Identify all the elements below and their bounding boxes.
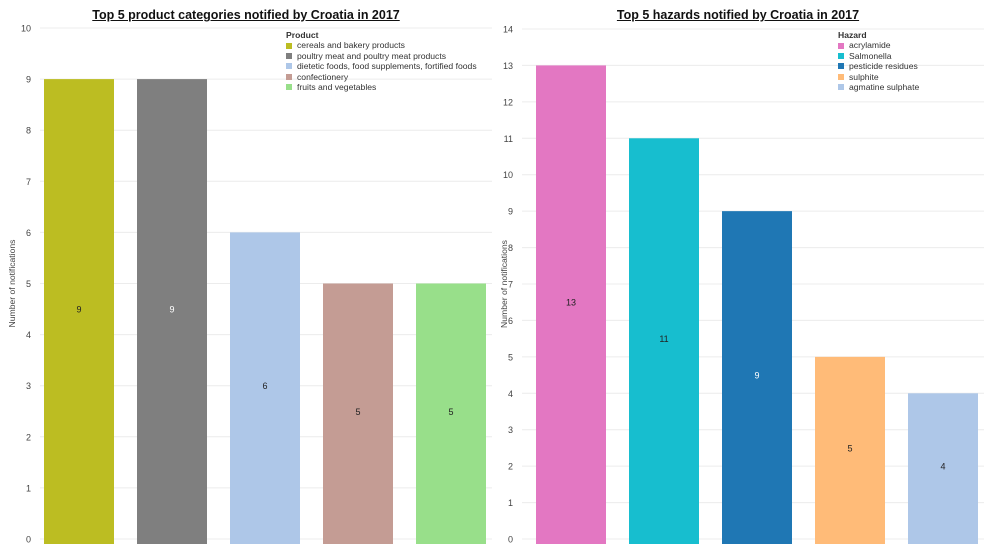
- legend-swatch: [838, 53, 844, 60]
- bar-value-label: 9: [76, 305, 81, 315]
- bar-value-label: 6: [262, 381, 267, 391]
- bar: [722, 211, 792, 544]
- bar: [44, 79, 114, 544]
- legend-label: Salmonella: [849, 50, 892, 61]
- y-tick-label: 3: [26, 381, 31, 391]
- bar-value-label: 5: [448, 407, 453, 417]
- legend-item: sulphite: [838, 72, 919, 82]
- y-tick-label: 1: [26, 483, 31, 493]
- y-axis-label: Number of notifications: [499, 240, 509, 328]
- bar: [908, 393, 978, 544]
- bar: [629, 138, 699, 544]
- bar-value-label: 9: [169, 305, 174, 315]
- legend-title: Hazard: [838, 30, 867, 40]
- bar: [416, 283, 486, 544]
- hazards-chart: Top 5 hazards notified by Croatia in 201…: [492, 0, 984, 544]
- y-tick-label: 5: [508, 352, 513, 362]
- legend-label: confectionery: [297, 71, 349, 82]
- legend-title: Product: [286, 30, 319, 40]
- legend-swatch: [838, 63, 844, 70]
- legend-label: dietetic foods, food supplements, fortif…: [297, 61, 477, 72]
- y-tick-label: 9: [26, 75, 31, 85]
- legend: Product cereals and bakery products poult…: [286, 30, 477, 92]
- bar: [137, 79, 207, 544]
- y-tick-label: 7: [508, 280, 513, 290]
- legend-swatch: [286, 63, 292, 70]
- y-tick-label: 1: [508, 498, 513, 508]
- y-tick-label: 8: [26, 126, 31, 136]
- y-tick-label: 0: [508, 535, 513, 544]
- chart-title: Top 5 hazards notified by Croatia in 201…: [616, 8, 860, 22]
- y-tick-label: 2: [508, 462, 513, 472]
- legend-item: agmatine sulphate: [838, 82, 919, 92]
- legend-label: poultry meat and poultry meat products: [297, 50, 447, 61]
- legend-item: cereals and bakery products: [286, 40, 477, 50]
- legend-swatch: [838, 84, 844, 91]
- y-axis-label: Number of notifications: [7, 240, 17, 328]
- y-tick-label: 10: [503, 170, 513, 180]
- chart-title: Top 5 product categories notified by Cro…: [92, 8, 400, 22]
- legend-swatch: [838, 42, 844, 49]
- y-tick-label: 5: [26, 279, 31, 289]
- y-tick-label: 13: [503, 61, 513, 71]
- y-tick-label: 14: [503, 25, 513, 35]
- bar-value-label: 5: [847, 443, 852, 453]
- legend-item: poultry meat and poultry meat products: [286, 51, 477, 61]
- legend: Hazard acrylamide Salmonella pesticide res…: [838, 30, 919, 92]
- y-tick-label: 2: [26, 432, 31, 442]
- legend-label: agmatine sulphate: [849, 82, 920, 93]
- y-tick-label: 3: [508, 425, 513, 435]
- legend-items: cereals and bakery products poultry meat …: [286, 40, 477, 92]
- legend-item: dietetic foods, food supplements, fortif…: [286, 61, 477, 71]
- legend-item: Salmonella: [838, 51, 919, 61]
- bar-value-label: 4: [940, 462, 945, 472]
- legend-label: pesticide residues: [849, 61, 918, 72]
- y-tick-label: 9: [508, 207, 513, 217]
- y-tick-label: 4: [26, 330, 31, 340]
- bar: [230, 232, 300, 544]
- legend-label: acrylamide: [849, 40, 891, 51]
- legend-item: pesticide residues: [838, 61, 919, 71]
- legend-swatch: [838, 73, 844, 80]
- y-tick-label: 8: [508, 243, 513, 253]
- legend-label: fruits and vegetables: [297, 82, 377, 93]
- bar-value-label: 13: [566, 298, 576, 308]
- legend-swatch: [286, 53, 292, 60]
- legend-swatch: [286, 84, 292, 91]
- y-tick-label: 10: [21, 24, 31, 34]
- legend-item: confectionery: [286, 72, 477, 82]
- legend-items: acrylamide Salmonella pesticide residues su…: [838, 40, 919, 92]
- bar: [815, 356, 885, 544]
- legend-item: acrylamide: [838, 40, 919, 50]
- y-tick-label: 7: [26, 177, 31, 187]
- legend-swatch: [286, 42, 292, 49]
- y-tick-label: 4: [508, 389, 513, 399]
- bar-value-label: 5: [355, 407, 360, 417]
- y-tick-label: 12: [503, 97, 513, 107]
- legend-swatch: [286, 73, 292, 80]
- y-tick-label: 11: [504, 134, 513, 144]
- bar: [536, 65, 606, 544]
- y-tick-label: 6: [508, 316, 513, 326]
- bar-value-label: 9: [754, 371, 759, 381]
- legend-label: sulphite: [849, 71, 879, 82]
- y-tick-label: 0: [26, 535, 31, 544]
- bar-value-label: 11: [659, 334, 668, 344]
- product-categories-plot: 0 1 2 3 4 5 6 7 8 9 10 Number of notifications 9 9 6 5 5: [7, 24, 492, 544]
- product-categories-chart: Top 5 product categories notified by Cro…: [7, 8, 492, 544]
- y-tick-label: 6: [26, 228, 31, 238]
- legend-item: fruits and vegetables: [286, 82, 477, 92]
- bar: [323, 283, 393, 544]
- legend-label: cereals and bakery products: [297, 40, 405, 51]
